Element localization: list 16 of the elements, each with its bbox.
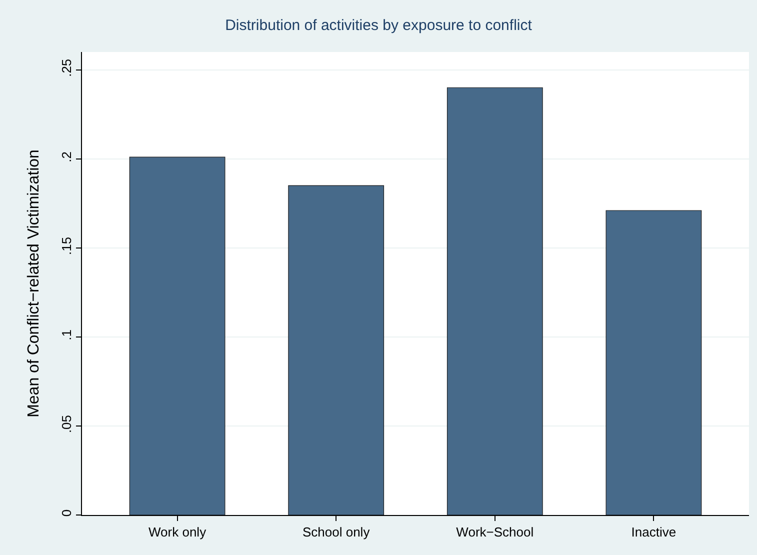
- x-tick-label: School only: [302, 524, 370, 540]
- x-tick-label: Inactive: [631, 524, 676, 540]
- chart-title: Distribution of activities by exposure to conflict: [225, 17, 533, 34]
- bar: [446, 87, 543, 515]
- bar: [129, 156, 226, 515]
- y-tick-label: 0: [58, 509, 74, 517]
- y-tick-label: .05: [58, 414, 74, 434]
- x-tick-label: Work−School: [456, 524, 534, 540]
- y-tick-label: .25: [58, 58, 74, 77]
- y-tick-label: .2: [58, 151, 74, 162]
- y-axis-title: Mean of Conflict−related Victimization: [26, 150, 43, 418]
- bar: [606, 210, 702, 515]
- x-tick-label: Work only: [148, 524, 207, 540]
- y-tick-label: .1: [58, 330, 74, 340]
- bar: [288, 185, 384, 515]
- y-tick-label: .15: [58, 236, 74, 255]
